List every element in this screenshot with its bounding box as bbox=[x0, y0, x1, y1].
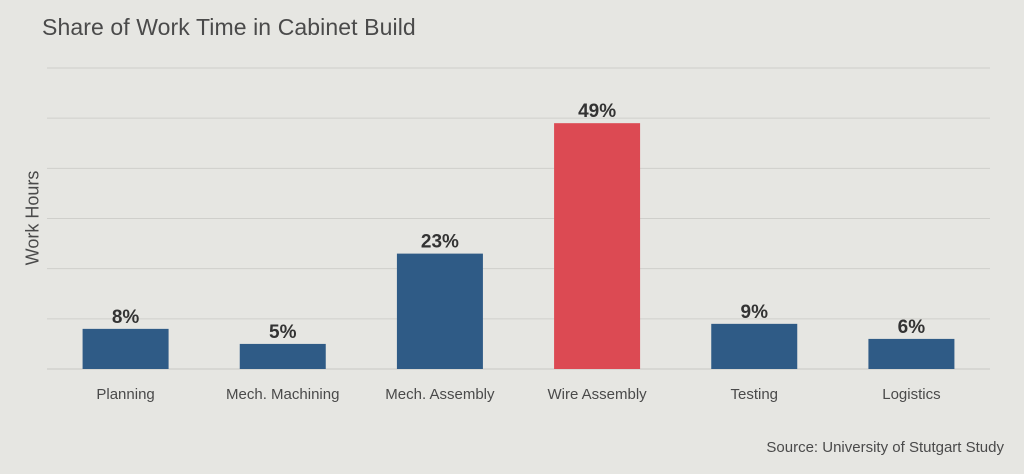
bars bbox=[82, 123, 955, 369]
bar-mech-machining bbox=[239, 343, 326, 369]
x-tick-label: Mech. Machining bbox=[226, 386, 339, 403]
bar-wire-assembly bbox=[554, 123, 641, 369]
bar-testing bbox=[711, 323, 798, 369]
x-tick-label: Testing bbox=[730, 386, 778, 403]
gridlines bbox=[47, 67, 990, 370]
chart-title: Share of Work Time in Cabinet Build bbox=[42, 14, 416, 40]
data-label: 8% bbox=[112, 307, 140, 328]
data-label: 9% bbox=[741, 302, 769, 323]
x-tick-labels: Planning Mech. Machining Mech. Assembly Wir… bbox=[96, 386, 940, 403]
bar-mech-assembly bbox=[396, 253, 483, 369]
data-labels: 8% 5% 23% 49% 9% 6% bbox=[112, 101, 925, 343]
bar-logistics bbox=[868, 338, 955, 369]
x-tick-label: Wire Assembly bbox=[547, 386, 647, 403]
data-label: 5% bbox=[269, 322, 297, 343]
bar-planning bbox=[82, 328, 169, 369]
x-tick-label: Logistics bbox=[882, 386, 940, 403]
data-label: 6% bbox=[898, 317, 926, 338]
source-note: Source: University of Stutgart Study bbox=[766, 439, 1004, 456]
x-tick-label: Mech. Assembly bbox=[385, 386, 495, 403]
data-label: 49% bbox=[578, 101, 616, 122]
x-tick-label: Planning bbox=[96, 386, 154, 403]
data-label: 23% bbox=[421, 232, 459, 253]
